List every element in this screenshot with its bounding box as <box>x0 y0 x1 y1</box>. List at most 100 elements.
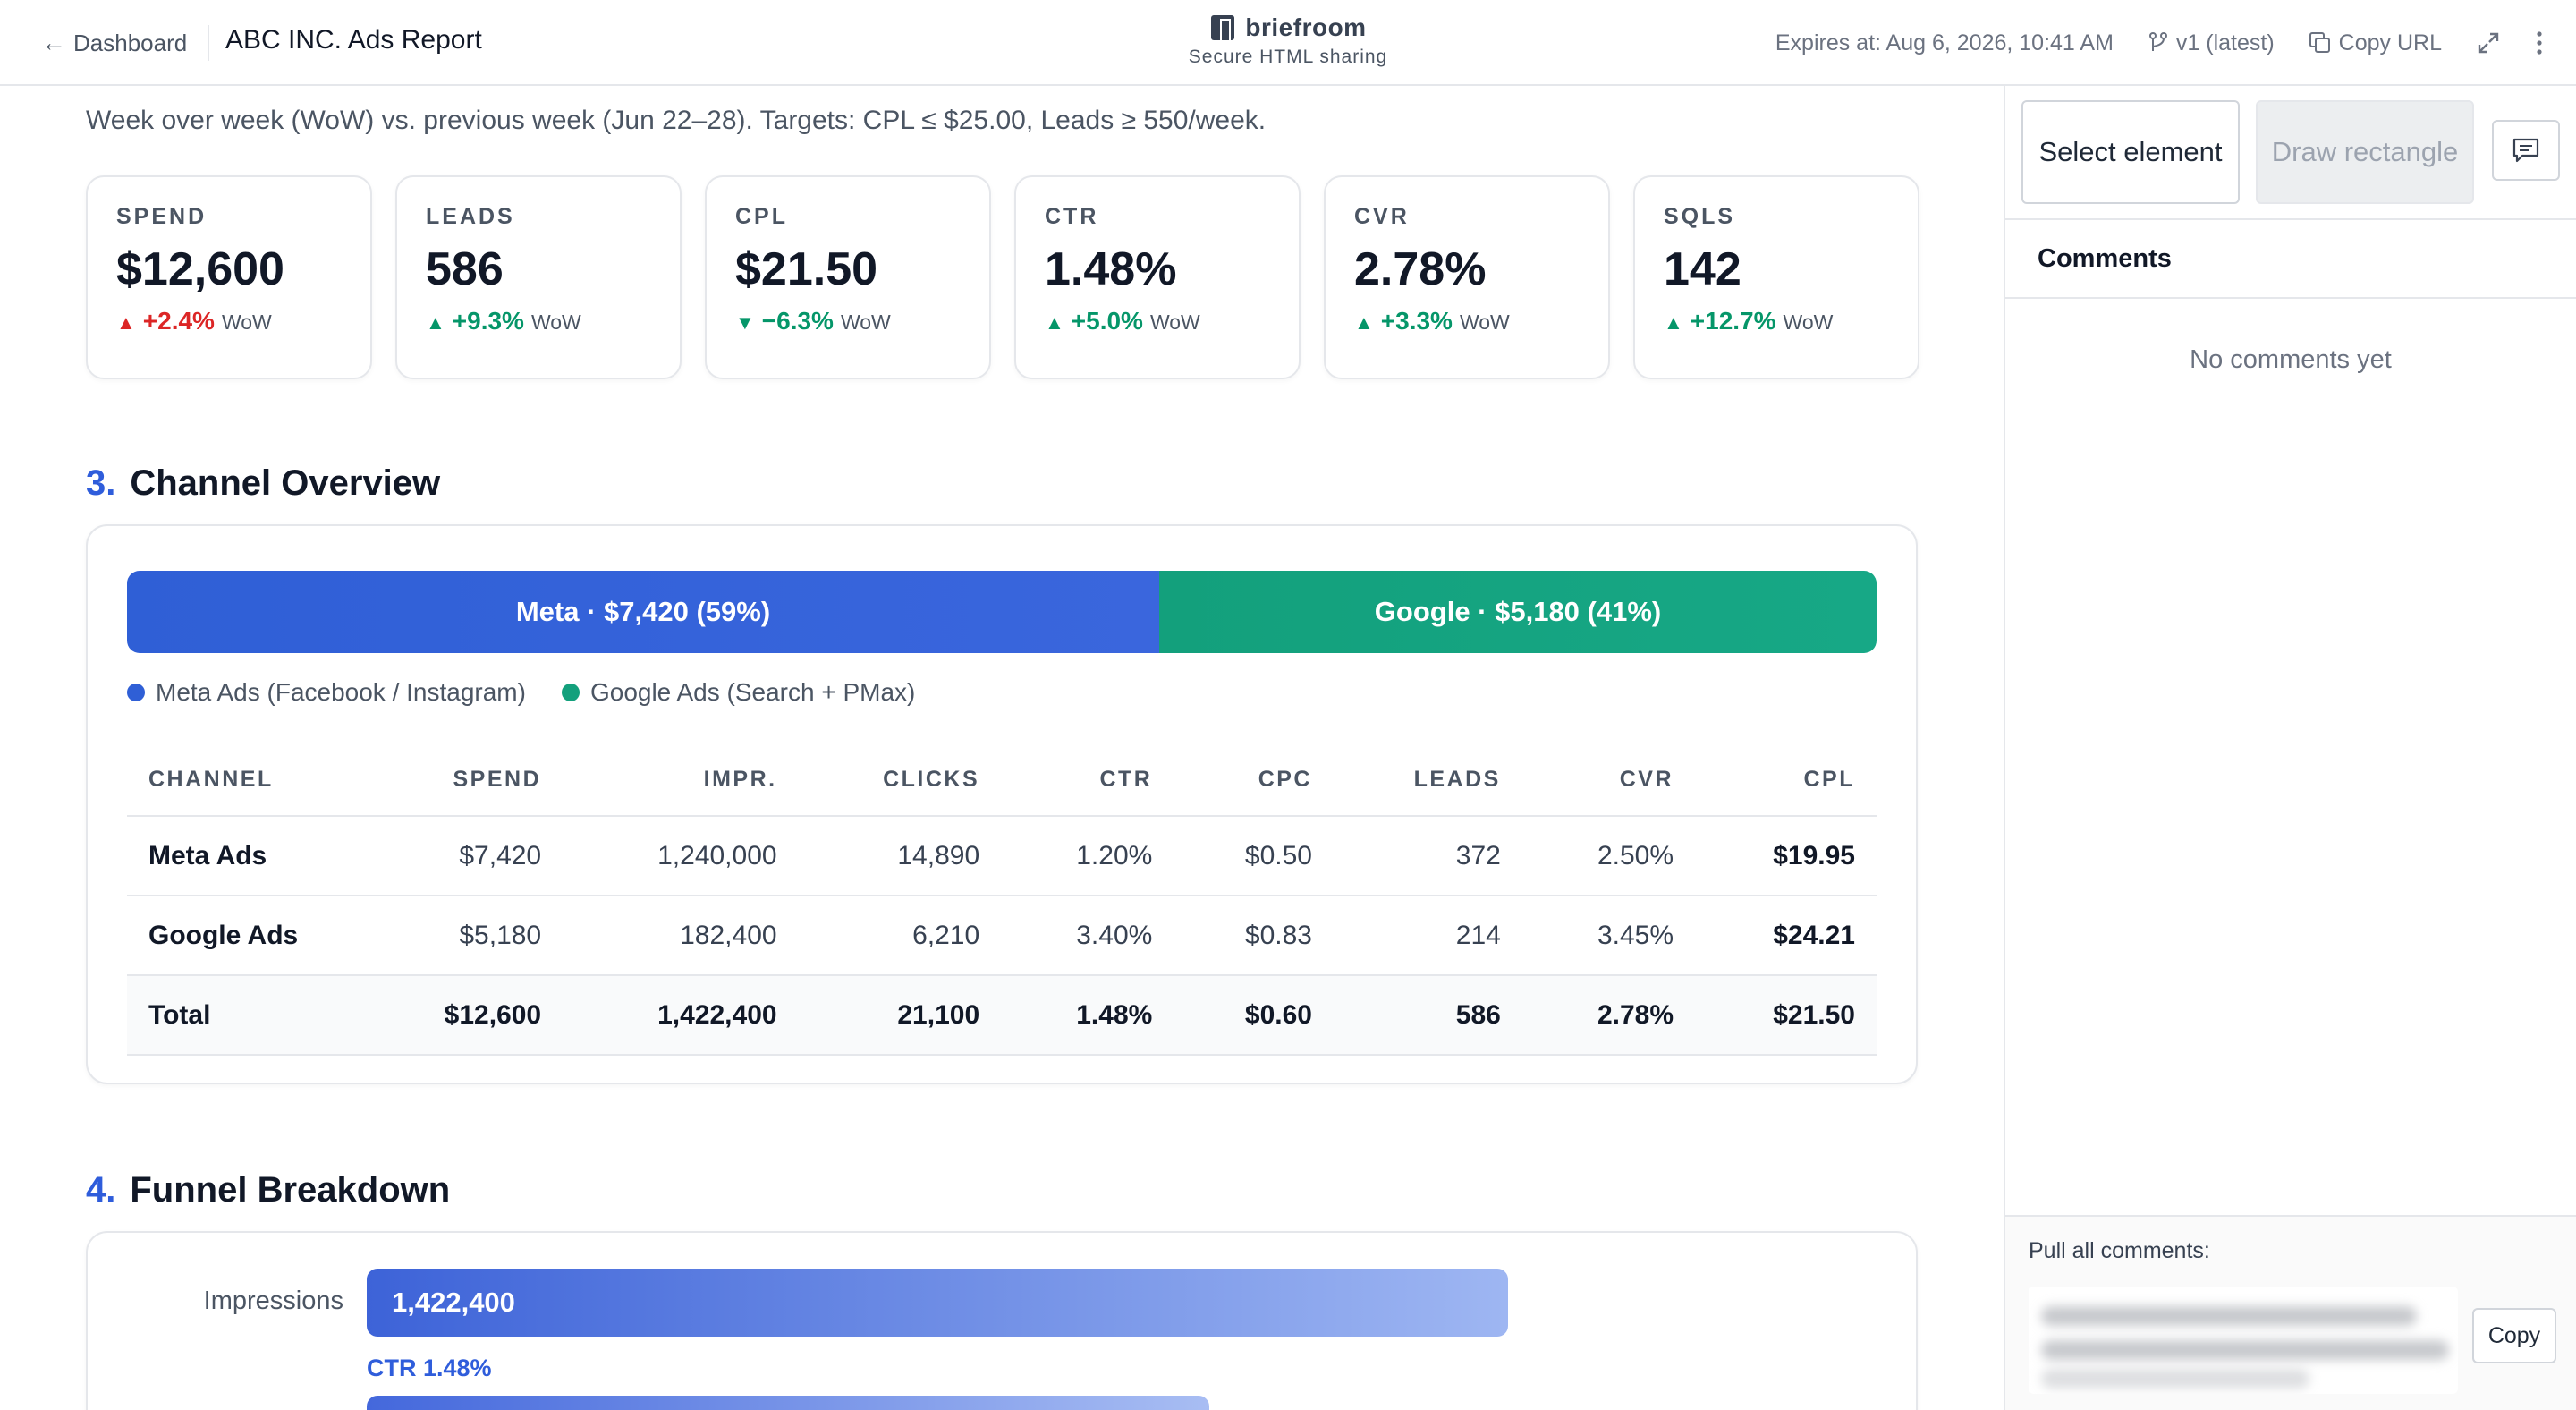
kpi-label: CVR <box>1354 204 1410 229</box>
column-header: SPEND <box>360 744 564 817</box>
kpi-delta: ▲ +12.7% WoW <box>1664 307 1889 336</box>
table-cell: $7,420 <box>360 816 564 896</box>
table-cell: 3.45% <box>1521 896 1696 976</box>
table-cell: 214 <box>1334 896 1522 976</box>
version-branch-icon <box>2148 32 2167 51</box>
kpi-label: CTR <box>1045 204 1099 229</box>
kpi-card-cpl: CPL $21.50 ▼ −6.3% WoW <box>705 175 991 379</box>
report-content[interactable]: Week over week (WoW) vs. previous week (… <box>0 86 2004 1410</box>
table-cell: $21.50 <box>1695 975 1877 1056</box>
redacted-text <box>2041 1369 2309 1389</box>
kpi-label: LEADS <box>426 204 515 229</box>
kpi-value: 142 <box>1664 243 1741 295</box>
pull-comments-label: Pull all comments: <box>2029 1238 2210 1263</box>
table-cell: $12,600 <box>360 975 564 1056</box>
kpi-delta-suffix: WoW <box>1783 310 1834 334</box>
kpi-delta-suffix: WoW <box>1459 310 1510 334</box>
more-vertical-icon <box>2537 31 2542 55</box>
brand-tagline: Secure HTML sharing <box>1188 47 1388 67</box>
arrow-down-icon: ▼ <box>735 311 755 334</box>
funnel-card: Impressions 1,422,400 CTR 1.48% <box>86 1231 1918 1410</box>
comment-icon <box>2512 138 2539 163</box>
table-cell: 1.48% <box>1001 975 1174 1056</box>
kpi-delta-suffix: WoW <box>221 310 272 334</box>
column-header: CHANNEL <box>127 744 360 817</box>
column-header: CPL <box>1695 744 1877 817</box>
pull-comments-command-field[interactable] <box>2029 1287 2458 1394</box>
arrow-up-icon: ▲ <box>1354 311 1374 334</box>
kpi-card-ctr: CTR 1.48% ▲ +5.0% WoW <box>1014 175 1301 379</box>
kpi-value: $12,600 <box>116 243 284 295</box>
add-comment-button[interactable] <box>2492 120 2560 181</box>
top-bar-actions: Expires at: Aug 6, 2026, 10:41 AM v1 (la… <box>1775 23 2544 63</box>
column-header: CPC <box>1174 744 1334 817</box>
funnel-stage-label: Impressions <box>203 1287 343 1315</box>
kpi-cards: SPEND $12,600 ▲ +2.4% WoW LEADS 586 ▲ +9… <box>86 175 1919 379</box>
table-cell: 1,422,400 <box>563 975 799 1056</box>
table-cell: 586 <box>1334 975 1522 1056</box>
table-cell: Total <box>127 975 360 1056</box>
kpi-card-spend: SPEND $12,600 ▲ +2.4% WoW <box>86 175 372 379</box>
expand-button[interactable] <box>2476 30 2501 55</box>
table-cell: $19.95 <box>1695 816 1877 896</box>
copy-url-button[interactable]: Copy URL <box>2309 30 2442 56</box>
version-selector[interactable]: v1 (latest) <box>2148 30 2275 56</box>
legend-item: Google Ads (Search + PMax) <box>561 678 916 707</box>
redacted-text <box>2041 1306 2417 1326</box>
version-label: v1 (latest) <box>2175 30 2275 55</box>
spend-split-bar: Meta · $7,420 (59%) Google · $5,180 (41%… <box>127 571 1877 653</box>
kpi-card-sqls: SQLS 142 ▲ +12.7% WoW <box>1633 175 1919 379</box>
kpi-delta: ▲ +5.0% WoW <box>1045 307 1270 336</box>
spend-split-segment-google: Google · $5,180 (41%) <box>1159 571 1877 653</box>
legend-label: Google Ads (Search + PMax) <box>589 678 916 706</box>
table-cell: 2.78% <box>1521 975 1696 1056</box>
select-element-button[interactable]: Select element <box>2021 100 2240 204</box>
more-options-button[interactable] <box>2535 30 2544 55</box>
table-cell: 14,890 <box>798 816 1002 896</box>
draw-rectangle-button[interactable]: Draw rectangle <box>2256 100 2474 204</box>
annotation-tools: Select element Draw rectangle <box>2021 100 2474 204</box>
section-title: Funnel Breakdown <box>130 1170 451 1210</box>
legend-label: Meta Ads (Facebook / Instagram) <box>156 678 526 706</box>
table-cell: 1.20% <box>1001 816 1174 896</box>
legend-dot-icon <box>127 684 145 701</box>
table-cell: 6,210 <box>798 896 1002 976</box>
table-total-row: Total $12,600 1,422,400 21,100 1.48% $0.… <box>127 975 1877 1056</box>
kpi-delta-value: +12.7% <box>1690 307 1776 335</box>
channel-table: CHANNEL SPEND IMPR. CLICKS CTR CPC LEADS… <box>127 744 1877 1056</box>
pull-comments-panel: Pull all comments: Copy <box>2005 1215 2576 1410</box>
kpi-value: 586 <box>426 243 504 295</box>
section-number: 3. <box>86 463 116 503</box>
comments-heading: Comments <box>2005 218 2576 299</box>
kpi-value: 2.78% <box>1354 243 1487 295</box>
arrow-up-icon: ▲ <box>116 311 136 334</box>
table-cell: Meta Ads <box>127 816 360 896</box>
copy-url-label: Copy URL <box>2338 30 2442 55</box>
brand: briefroom Secure HTML sharing <box>1109 11 1467 68</box>
kpi-delta: ▲ +3.3% WoW <box>1354 307 1580 336</box>
table-cell: Google Ads <box>127 896 360 976</box>
back-to-dashboard-link[interactable]: ← Dashboard <box>41 27 187 59</box>
funnel-stage-bar-next <box>367 1396 1209 1410</box>
funnel-conversion-rate: CTR 1.48% <box>367 1355 492 1381</box>
legend-dot-icon <box>561 684 580 701</box>
kpi-label: SQLS <box>1664 204 1736 229</box>
kpi-delta: ▲ +2.4% WoW <box>116 307 342 336</box>
section-heading-channel-overview: 3. Channel Overview <box>86 463 440 504</box>
kpi-delta-suffix: WoW <box>530 310 581 334</box>
kpi-delta-value: +3.3% <box>1380 307 1453 335</box>
table-cell: $5,180 <box>360 896 564 976</box>
table-cell: $24.21 <box>1695 896 1877 976</box>
column-header: LEADS <box>1334 744 1522 817</box>
column-header: CLICKS <box>798 744 1002 817</box>
briefroom-logo-icon <box>1211 15 1235 40</box>
report-subtitle: Week over week (WoW) vs. previous week (… <box>86 106 1267 135</box>
kpi-card-cvr: CVR 2.78% ▲ +3.3% WoW <box>1324 175 1610 379</box>
comments-sidebar: Select element Draw rectangle Comments N… <box>2004 86 2576 1410</box>
section-title: Channel Overview <box>130 463 441 503</box>
redacted-text <box>2041 1340 2449 1360</box>
table-cell: 3.40% <box>1001 896 1174 976</box>
legend-item: Meta Ads (Facebook / Instagram) <box>127 678 526 707</box>
copy-comments-button[interactable]: Copy <box>2472 1308 2556 1363</box>
section-heading-funnel-breakdown: 4. Funnel Breakdown <box>86 1170 450 1210</box>
